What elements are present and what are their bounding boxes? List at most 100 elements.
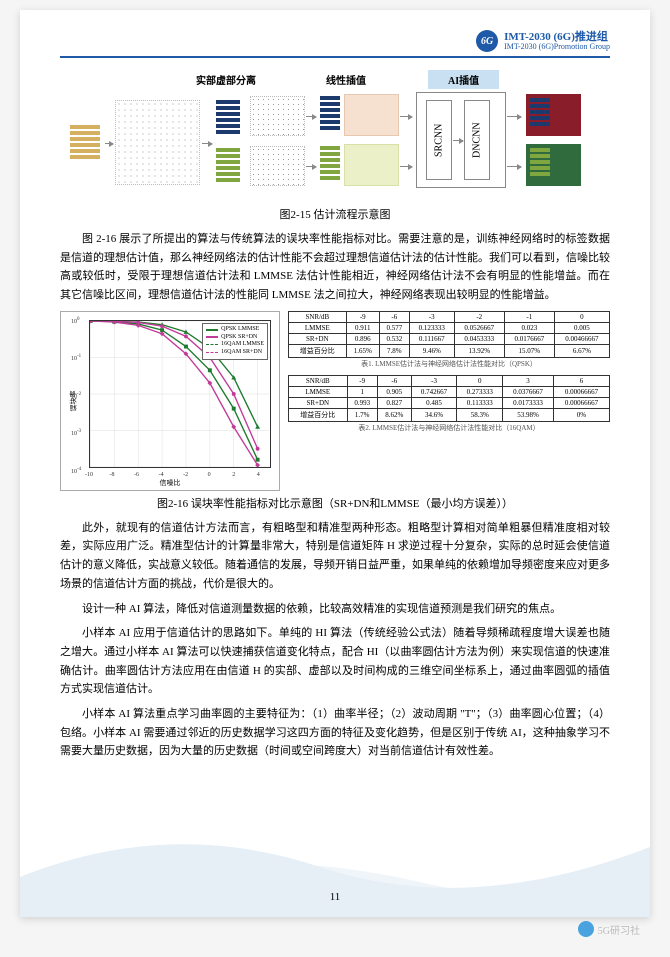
page-number: 11 — [330, 891, 341, 903]
table-cell: 0.0453333 — [454, 333, 504, 344]
watermark-icon — [578, 921, 594, 937]
header-title: IMT-2030 (6G)推进组 — [504, 31, 610, 43]
table-cell: 8.62% — [377, 408, 411, 421]
out-bot-bars — [530, 148, 550, 176]
table-cell: 6.67% — [554, 344, 609, 357]
table-row: LMMSE0.9110.5770.1233330.05266670.0230.0… — [289, 322, 610, 333]
dot-grid-bot — [250, 146, 305, 186]
table-2: SNR/dB-9-6-3036LMMSE10.9050.7426670.2733… — [288, 375, 610, 422]
figure-2-15-diagram: 实部虚部分离 线性插值 AI插值 — [60, 70, 610, 200]
table-cell: 0.577 — [379, 322, 409, 333]
table-2-wrapper: SNR/dB-9-6-3036LMMSE10.9050.7426670.2733… — [288, 375, 610, 433]
stage-label-1: 实部虚部分离 — [190, 70, 262, 89]
figure-2-15-caption: 图2-15 估计流程示意图 — [60, 206, 610, 222]
table-cell: 0% — [553, 408, 609, 421]
y-tick: 10-1 — [71, 354, 81, 362]
table-cell: SR+DN — [289, 333, 347, 344]
x-tick: -8 — [110, 472, 115, 478]
x-axis-label: 信噪比 — [160, 478, 181, 488]
nn-srcnn: SRCNN — [426, 100, 452, 180]
out-top-bars — [530, 98, 550, 126]
table-1-wrapper: SNR/dB-9-6-3-2-10LMMSE0.9110.5770.123333… — [288, 311, 610, 369]
page: 6G IMT-2030 (6G)推进组 IMT-2030 (6G)Promoti… — [20, 10, 650, 917]
chart-plot-area: QPSK LMMSE QPSK SR+DN 16QAM LMMSE 16QAM … — [89, 320, 271, 468]
table-header-cell: -6 — [377, 375, 411, 386]
table-header-cell: 0 — [457, 375, 503, 386]
table-cell: 0.00466667 — [554, 333, 609, 344]
interp-grid-bot — [344, 144, 399, 186]
table-row: SR+DN0.8960.5320.1116670.04533330.017666… — [289, 333, 610, 344]
table-cell: 0.911 — [346, 322, 379, 333]
table-cell: 0.005 — [554, 322, 609, 333]
x-tick: -10 — [85, 472, 93, 478]
table-cell: 0.0173333 — [503, 397, 554, 408]
table-cell: 1 — [347, 386, 377, 397]
paragraph-5: 小样本 AI 算法重点学习曲率圆的主要特征为：（1）曲率半径；（2）波动周期 "… — [60, 705, 610, 761]
table-cell: 34.6% — [411, 408, 457, 421]
tables-column: SNR/dB-9-6-3-2-10LMMSE0.9110.5770.123333… — [288, 311, 610, 491]
page-header: 6G IMT-2030 (6G)推进组 IMT-2030 (6G)Promoti… — [60, 30, 610, 58]
table-1-note: 表1. LMMSE估计法与神经网络估计法性能对比（QPSK） — [288, 359, 610, 369]
nn-dncnn: DNCNN — [464, 100, 490, 180]
legend-item: 16QAM LMMSE — [221, 341, 264, 349]
table-header-cell: -3 — [409, 311, 454, 322]
table-row: 增益百分比1.65%7.8%9.46%13.92%15.07%6.67% — [289, 344, 610, 357]
table-cell: 0.485 — [411, 397, 457, 408]
arrow-icon — [105, 143, 113, 144]
table-cell: 0.111667 — [409, 333, 454, 344]
table-header-cell: -9 — [346, 311, 379, 322]
figure-2-16-row: QPSK LMMSE QPSK SR+DN 16QAM LMMSE 16QAM … — [60, 311, 610, 491]
table-cell: LMMSE — [289, 386, 348, 397]
y-tick: 100 — [71, 317, 80, 325]
x-tick: 2 — [232, 472, 235, 478]
table-cell: 0.273333 — [457, 386, 503, 397]
bler-chart: QPSK LMMSE QPSK SR+DN 16QAM LMMSE 16QAM … — [60, 311, 280, 491]
x-tick: 0 — [208, 472, 211, 478]
stage-label-2: 线性插值 — [320, 70, 372, 89]
stage-label-3: AI插值 — [428, 70, 499, 89]
table-cell: 0.742667 — [411, 386, 457, 397]
table-cell: 9.46% — [409, 344, 454, 357]
y-tick: 10-3 — [71, 429, 81, 437]
paragraph-3: 设计一种 AI 算法，降低对信道测量数据的依赖，比较高效精准的实现信道预测是我们… — [60, 600, 610, 619]
table-cell: 0.123333 — [409, 322, 454, 333]
table-2-note: 表2. LMMSE估计法与神经网络估计法性能对比（16QAM） — [288, 423, 610, 433]
table-header-cell: -3 — [411, 375, 457, 386]
header-subtitle: IMT-2030 (6G)Promotion Group — [504, 43, 610, 52]
watermark-text: 5G研习社 — [598, 922, 640, 937]
dot-grid-top — [250, 96, 305, 136]
paragraph-4: 小样本 AI 应用于信道估计的思路如下。单纯的 HI 算法（传统经验公式法）随着… — [60, 624, 610, 699]
legend-item: QPSK SR+DN — [221, 334, 257, 342]
legend-item: QPSK LMMSE — [221, 326, 259, 334]
table-cell: 0.905 — [377, 386, 411, 397]
paragraph-2: 此外，就现有的信道估计方法而言，有粗略型和精准型两种形态。粗略型计算相对简单粗暴… — [60, 519, 610, 594]
table-cell: 0.0376667 — [503, 386, 554, 397]
arrow-icon — [507, 166, 521, 167]
table-header-cell: SNR/dB — [289, 311, 347, 322]
input-bars — [70, 125, 100, 159]
table-header-cell: -1 — [504, 311, 554, 322]
x-tick: -4 — [159, 472, 164, 478]
table-cell: 0.00066667 — [553, 397, 609, 408]
header-text: IMT-2030 (6G)推进组 IMT-2030 (6G)Promotion … — [504, 31, 610, 52]
logo-icon: 6G — [476, 30, 498, 52]
table-header-cell: 3 — [503, 375, 554, 386]
table-cell: 增益百分比 — [289, 408, 348, 421]
table-cell: 13.92% — [454, 344, 504, 357]
table-header-cell: 6 — [553, 375, 609, 386]
table-cell: 1.7% — [347, 408, 377, 421]
arrow-icon — [306, 166, 316, 167]
arrow-icon — [453, 140, 463, 141]
table-header-cell: -2 — [454, 311, 504, 322]
table-row: LMMSE10.9050.7426670.2733330.03766670.00… — [289, 386, 610, 397]
table-header-cell: 0 — [554, 311, 609, 322]
table-cell: 0.532 — [379, 333, 409, 344]
table-cell: 增益百分比 — [289, 344, 347, 357]
table-cell: 0.113333 — [457, 397, 503, 408]
imag-bars — [216, 148, 240, 182]
watermark: 5G研习社 — [578, 921, 640, 937]
interp-imag-bars — [320, 146, 340, 180]
table-row: 增益百分比1.7%8.62%34.6%58.3%53.98%0% — [289, 408, 610, 421]
y-tick: 10-2 — [71, 392, 81, 400]
legend-item: 16QAM SR+DN — [221, 349, 262, 357]
